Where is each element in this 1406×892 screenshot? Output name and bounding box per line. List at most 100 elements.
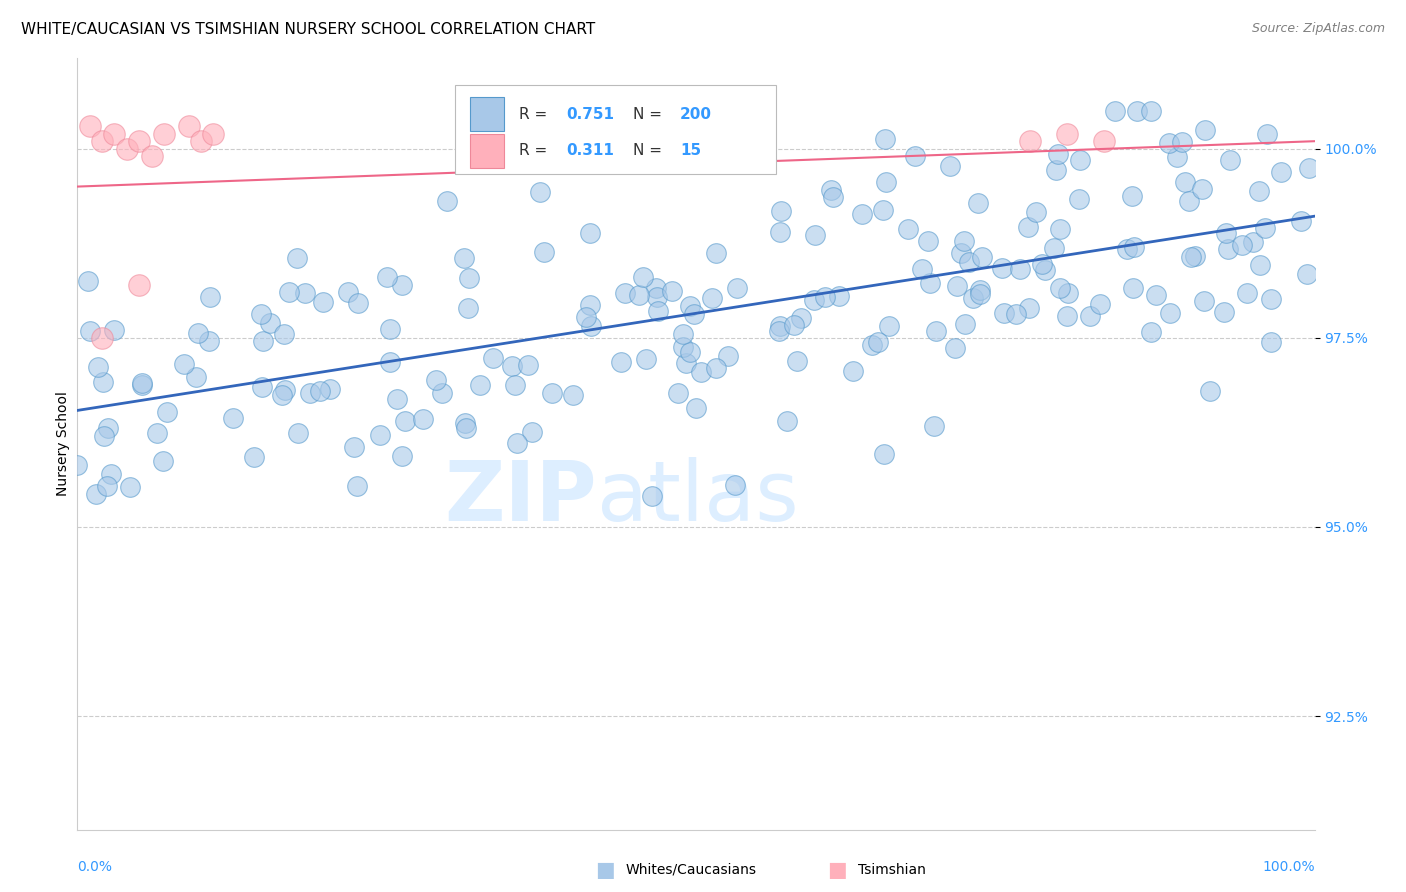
Point xyxy=(804,227,827,242)
Point xyxy=(991,261,1014,276)
Point xyxy=(969,287,991,301)
Point xyxy=(1215,226,1237,240)
Point xyxy=(156,404,179,418)
Point xyxy=(1043,241,1066,255)
Point xyxy=(436,194,458,208)
Text: 15: 15 xyxy=(681,143,702,158)
Point xyxy=(1171,136,1194,150)
Point xyxy=(645,290,668,304)
Point xyxy=(904,149,927,163)
Point xyxy=(672,340,695,354)
Point xyxy=(378,322,401,336)
Point xyxy=(177,119,200,133)
Point xyxy=(1254,220,1277,235)
Point xyxy=(1047,146,1070,161)
Point xyxy=(131,376,153,391)
Point xyxy=(920,277,942,291)
Point xyxy=(1121,188,1143,202)
Point xyxy=(1249,258,1271,272)
Text: WHITE/CAUCASIAN VS TSIMSHIAN NURSERY SCHOOL CORRELATION CHART: WHITE/CAUCASIAN VS TSIMSHIAN NURSERY SCH… xyxy=(21,22,595,37)
Point xyxy=(391,449,413,463)
Point xyxy=(1049,222,1071,236)
Point xyxy=(1219,153,1241,168)
Point xyxy=(222,411,245,425)
Point xyxy=(634,351,657,366)
Point xyxy=(412,411,434,425)
Point xyxy=(312,294,335,309)
Point xyxy=(103,323,125,337)
Point xyxy=(173,357,195,371)
Point xyxy=(803,293,825,307)
Point xyxy=(910,261,932,276)
Text: 0.311: 0.311 xyxy=(567,143,614,158)
Point xyxy=(454,421,477,435)
Text: Source: ZipAtlas.com: Source: ZipAtlas.com xyxy=(1251,22,1385,36)
Point xyxy=(378,355,401,369)
Point xyxy=(370,428,392,442)
Point xyxy=(1017,220,1039,235)
Point xyxy=(689,364,711,378)
Point xyxy=(610,355,633,369)
Text: 0.0%: 0.0% xyxy=(77,860,112,874)
Point xyxy=(851,207,873,221)
Point xyxy=(457,270,479,285)
Point xyxy=(1126,103,1149,118)
Point xyxy=(482,351,505,365)
Point xyxy=(115,142,138,156)
Point xyxy=(578,226,600,240)
Point xyxy=(875,132,897,146)
Text: R =: R = xyxy=(519,143,553,158)
Point xyxy=(84,487,107,501)
Text: ■: ■ xyxy=(827,860,846,880)
Point xyxy=(503,378,526,392)
Text: 100.0%: 100.0% xyxy=(1263,860,1315,874)
Point xyxy=(897,221,920,235)
Point xyxy=(453,251,475,265)
Point xyxy=(1116,243,1139,257)
Point xyxy=(672,326,695,341)
Point xyxy=(274,383,297,397)
Point xyxy=(1159,306,1181,320)
Point xyxy=(120,480,142,494)
Point xyxy=(717,349,740,363)
Point xyxy=(1198,384,1220,399)
Point xyxy=(969,283,991,297)
Point xyxy=(993,306,1015,320)
Point xyxy=(1005,307,1028,321)
Point xyxy=(873,447,896,461)
Point xyxy=(387,392,409,407)
Point xyxy=(128,134,150,148)
Point xyxy=(1260,335,1282,350)
Point xyxy=(704,246,727,260)
Point xyxy=(1056,286,1078,301)
Point xyxy=(1166,150,1188,164)
Point xyxy=(1025,205,1047,219)
Point xyxy=(541,385,564,400)
Point xyxy=(184,369,207,384)
Point xyxy=(581,318,603,333)
Point xyxy=(79,324,101,338)
Point xyxy=(813,290,835,304)
Point xyxy=(79,119,101,133)
Text: Whites/Caucasians: Whites/Caucasians xyxy=(626,863,756,877)
Point xyxy=(1069,192,1091,206)
Point xyxy=(128,277,150,292)
Point xyxy=(343,440,366,454)
Point xyxy=(97,421,120,435)
Point xyxy=(1194,123,1216,137)
Point xyxy=(939,160,962,174)
Point xyxy=(1192,293,1215,308)
FancyBboxPatch shape xyxy=(454,85,776,174)
Point xyxy=(1296,267,1319,281)
Point xyxy=(1031,257,1053,271)
Point xyxy=(946,279,969,293)
Point xyxy=(1140,103,1163,118)
Point xyxy=(1056,309,1078,323)
Point xyxy=(683,307,706,321)
Point xyxy=(575,310,598,324)
Point xyxy=(375,269,398,284)
Point xyxy=(790,310,813,325)
Point xyxy=(91,134,114,148)
Point xyxy=(294,285,316,300)
FancyBboxPatch shape xyxy=(470,97,505,131)
